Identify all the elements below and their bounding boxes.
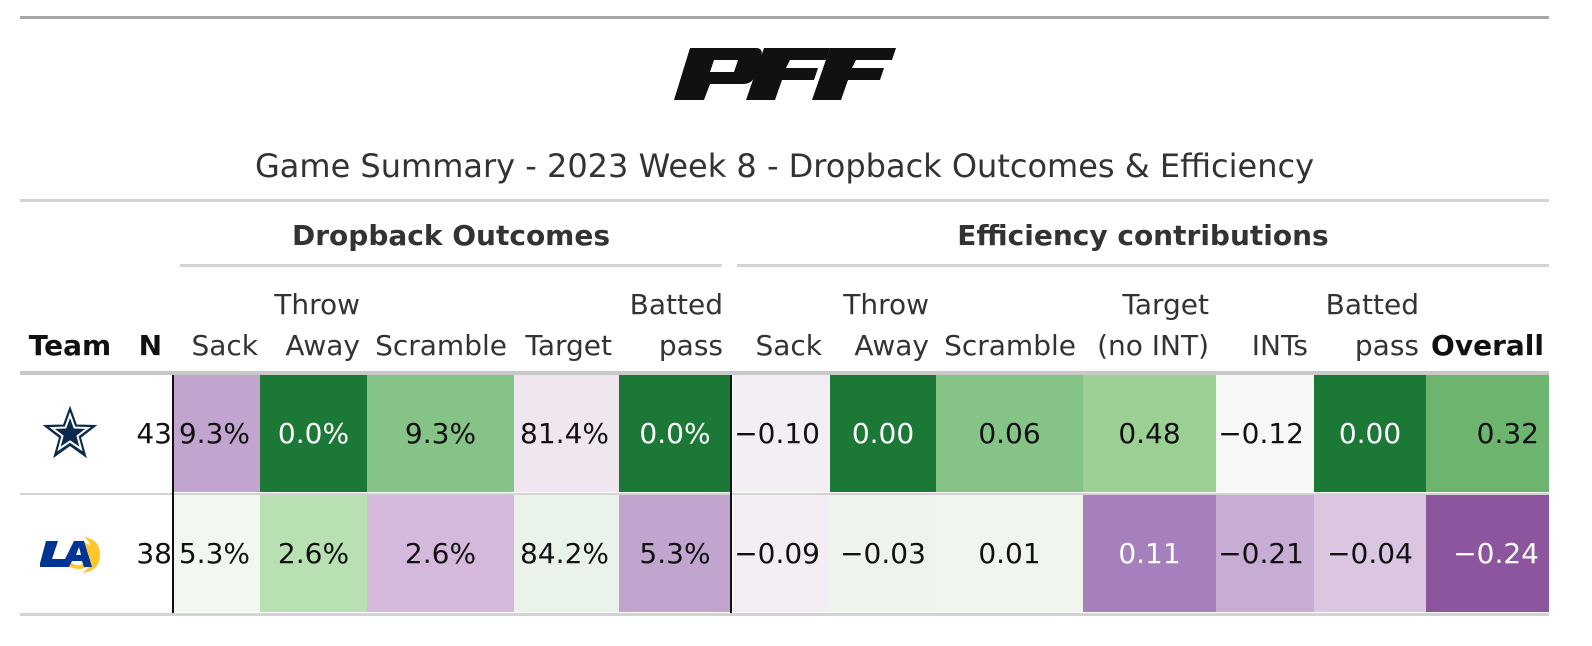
- row-divider: [20, 493, 1549, 495]
- col-header-eff-sack: Sack: [755, 329, 822, 362]
- col-header-eff-throw-away: Throw Away: [843, 288, 929, 362]
- cell-throw-away: 2.6%: [260, 495, 367, 612]
- cell-eff-throw-away: 0.00: [830, 375, 936, 492]
- cell-eff-scramble: 0.01: [936, 495, 1083, 612]
- top-rule: [20, 16, 1549, 19]
- table-row: 38 5.3% 2.6% 2.6% 84.2% 5.3% −0.09 −0.03…: [20, 495, 1549, 612]
- rams-la-icon: [40, 537, 100, 573]
- col-header-scramble: Scramble: [375, 329, 507, 362]
- title-rule: [20, 199, 1549, 202]
- cell-eff-sack: −0.09: [733, 495, 830, 612]
- col-header-throw-away: Throw Away: [274, 288, 360, 362]
- col-header-overall: Overall: [1431, 329, 1544, 362]
- spanner-efficiency: Efficiency contributions: [957, 219, 1329, 252]
- cell-scramble: 2.6%: [367, 495, 514, 612]
- cell-batted-pass: 0.0%: [619, 375, 731, 492]
- cell-eff-target: 0.11: [1083, 495, 1216, 612]
- cell-batted-pass: 5.3%: [619, 495, 731, 612]
- col-header-n: N: [138, 329, 162, 362]
- col-header-target: Target: [525, 329, 612, 362]
- group-divider-outcomes: [172, 375, 174, 613]
- col-header-eff-scramble: Scramble: [944, 329, 1076, 362]
- pff-logo: [674, 48, 896, 100]
- cell-eff-target: 0.48: [1083, 375, 1216, 492]
- spanner-rule-outcomes: [180, 264, 722, 267]
- cell-n: 38: [136, 537, 172, 570]
- col-header-sack: Sack: [191, 329, 258, 362]
- cell-eff-scramble: 0.06: [936, 375, 1083, 492]
- cell-eff-throw-away: −0.03: [830, 495, 936, 612]
- cell-throw-away: 0.0%: [260, 375, 367, 492]
- group-divider-efficiency: [730, 375, 732, 613]
- table-title: Game Summary - 2023 Week 8 - Dropback Ou…: [254, 147, 1315, 185]
- cowboys-star-icon: [42, 405, 98, 459]
- col-header-eff-ints: INTs: [1251, 329, 1308, 362]
- spanner-rule-efficiency: [737, 264, 1549, 267]
- col-header-eff-target: Target (no INT): [1097, 288, 1209, 362]
- cell-eff-ints: −0.12: [1216, 375, 1314, 492]
- cell-overall: −0.24: [1426, 495, 1549, 612]
- cell-eff-batted-pass: 0.00: [1314, 375, 1426, 492]
- col-header-batted-pass: Batted pass: [629, 288, 723, 362]
- cell-scramble: 9.3%: [367, 375, 514, 492]
- col-header-team: Team: [28, 329, 112, 362]
- cell-sack: 5.3%: [173, 495, 260, 612]
- bottom-rule: [20, 613, 1549, 616]
- cell-eff-sack: −0.10: [733, 375, 830, 492]
- cell-target: 81.4%: [514, 375, 619, 492]
- col-header-eff-batted-pass: Batted pass: [1325, 288, 1419, 362]
- cell-n: 43: [136, 417, 172, 450]
- cell-overall: 0.32: [1426, 375, 1549, 492]
- cell-eff-ints: −0.21: [1216, 495, 1314, 612]
- spanner-dropback-outcomes: Dropback Outcomes: [291, 219, 611, 252]
- table-row: 43 9.3% 0.0% 9.3% 81.4% 0.0% −0.10 0.00 …: [20, 375, 1549, 492]
- cell-sack: 9.3%: [173, 375, 260, 492]
- cell-target: 84.2%: [514, 495, 619, 612]
- header-rule: [20, 371, 1549, 375]
- cell-eff-batted-pass: −0.04: [1314, 495, 1426, 612]
